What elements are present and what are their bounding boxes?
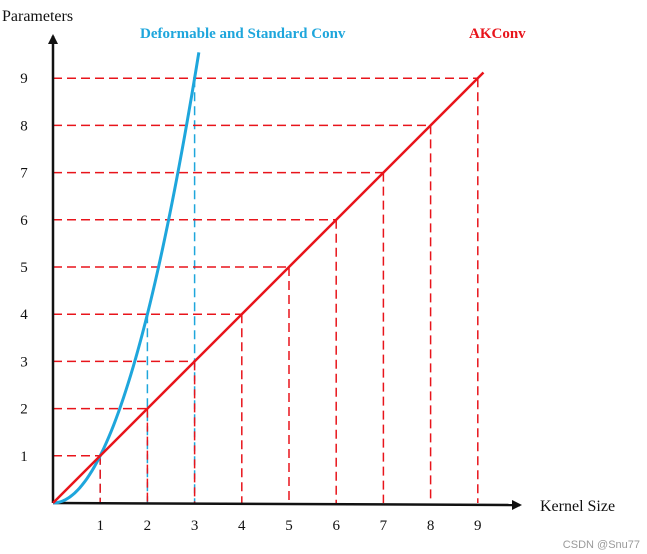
series-label-deformable: Deformable and Standard Conv <box>140 26 346 42</box>
y-tick-label-7: 7 <box>20 166 28 182</box>
x-tick-label-2: 2 <box>144 518 152 534</box>
series-lines <box>52 52 485 505</box>
y-tick-label-9: 9 <box>20 71 28 87</box>
y-tick-label-3: 3 <box>20 354 28 370</box>
y-tick-label-8: 8 <box>20 118 28 134</box>
series-label-akconv: AKConv <box>469 26 526 42</box>
x-tick-label-5: 5 <box>285 518 293 534</box>
x-tick-label-9: 9 <box>474 518 482 534</box>
y-tick-labels: 1 2 3 4 5 6 7 8 9 <box>20 71 28 465</box>
guide-lines <box>53 77 479 503</box>
y-tick-label-2: 2 <box>20 402 28 418</box>
x-axis-label: Kernel Size <box>540 498 615 515</box>
y-tick-label-4: 4 <box>20 307 28 323</box>
x-tick-label-7: 7 <box>380 518 388 534</box>
x-tick-label-1: 1 <box>96 518 104 534</box>
y-tick-label-6: 6 <box>20 213 28 229</box>
x-tick-label-8: 8 <box>427 518 435 534</box>
y-tick-label-1: 1 <box>20 449 28 465</box>
y-axis-label: Parameters <box>2 8 73 25</box>
watermark: CSDN @Snu77 <box>563 539 640 551</box>
axes <box>48 34 522 510</box>
x-tick-label-3: 3 <box>191 518 199 534</box>
x-tick-label-4: 4 <box>238 518 246 534</box>
x-tick-label-6: 6 <box>332 518 340 534</box>
x-axis <box>52 499 522 510</box>
y-tick-label-5: 5 <box>20 260 28 276</box>
x-tick-labels: 1 2 3 4 5 6 7 8 9 <box>96 518 481 534</box>
series-line-deformable <box>52 52 201 505</box>
series-line-akconv <box>52 71 485 504</box>
